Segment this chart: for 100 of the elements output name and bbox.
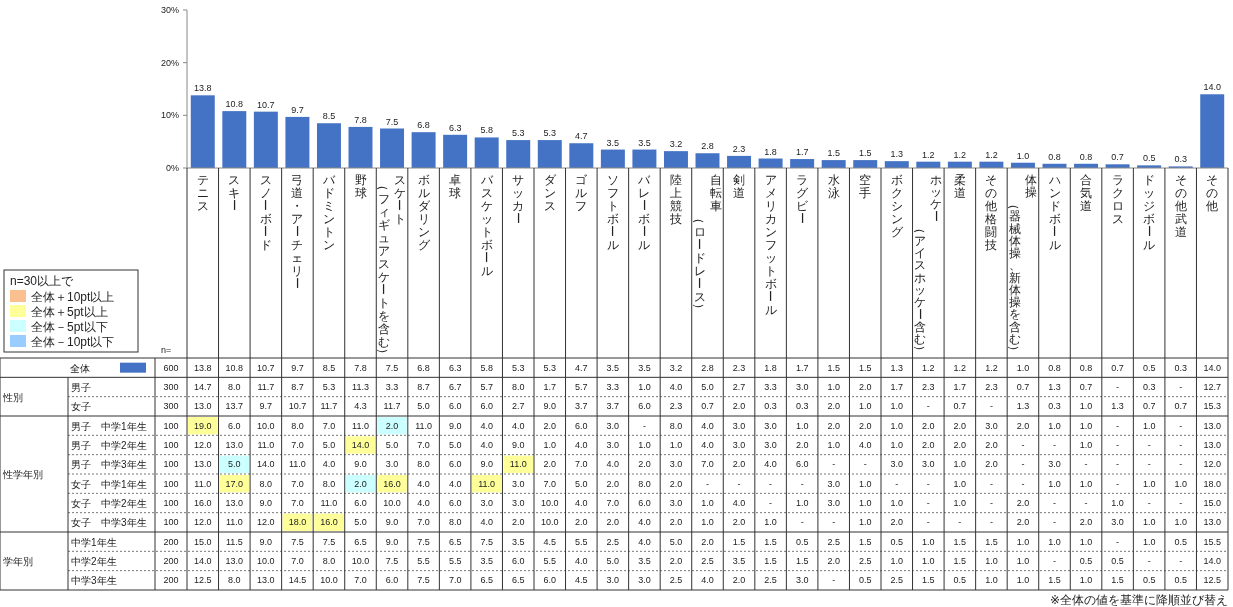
- data-label: 9.0: [385, 517, 399, 528]
- data-label: 0.7: [701, 401, 714, 412]
- data-label: 1.0: [1142, 478, 1156, 489]
- data-label: 2.3: [922, 382, 935, 392]
- data-label: 1.0: [1174, 517, 1187, 528]
- data-label: 13.7: [225, 401, 244, 412]
- data-label: 4.0: [858, 440, 872, 450]
- data-label: 5.0: [606, 556, 620, 566]
- data-label: 10.7: [257, 362, 275, 373]
- category-label: 自転車（ロードレース）: [691, 172, 722, 315]
- data-label: 3.0: [795, 382, 809, 392]
- data-label: 3.0: [1048, 459, 1061, 470]
- data-label: 6.0: [354, 498, 367, 508]
- data-label: 1.0: [1016, 362, 1030, 373]
- data-label: 7.0: [291, 556, 304, 566]
- text: n=: [161, 345, 172, 355]
- data-label: 1.0: [1079, 401, 1093, 412]
- data-label: 9.0: [259, 536, 273, 547]
- data-label: 3.0: [480, 498, 493, 508]
- data-label: 16.0: [383, 478, 401, 489]
- data-label: 7.5: [417, 536, 430, 547]
- data-label: 1.0: [701, 517, 714, 528]
- data-label: 1.5: [858, 148, 872, 159]
- data-label: 1.0: [922, 536, 935, 547]
- data-label: 1.0: [1079, 536, 1093, 547]
- data-label: 3.2: [669, 362, 683, 373]
- y2-tick-label: 100: [163, 459, 179, 470]
- x-tick-label: スキー: [226, 172, 241, 211]
- y-tick-label: 女子: [71, 401, 91, 413]
- data-label: 1.7: [795, 147, 809, 158]
- data-label: 6.0: [480, 401, 493, 412]
- data-label: 1.0: [1016, 536, 1030, 547]
- y2-tick-label: 200: [163, 556, 179, 566]
- data-label: 14.0: [351, 440, 370, 450]
- data-label: 1.2: [985, 362, 998, 373]
- data-label: 1.0: [953, 498, 967, 508]
- data-label: 9.7: [291, 104, 304, 115]
- data-label: 8.0: [259, 478, 273, 489]
- data-label: 1.3: [890, 362, 904, 373]
- data-label: 6.5: [354, 536, 367, 547]
- data-label: 0.5: [1142, 575, 1156, 586]
- data-label: 11.0: [257, 440, 275, 450]
- data-label: 1.5: [827, 362, 840, 373]
- x-tick-label: 水泳: [827, 172, 840, 200]
- data-label: 5.0: [448, 440, 462, 450]
- data-label: 0.8: [1079, 362, 1093, 373]
- data-label: 6.0: [543, 575, 557, 586]
- text: -: [1021, 459, 1025, 470]
- text: -: [1053, 517, 1056, 528]
- text: -: [1053, 498, 1056, 508]
- data-label: 0.7: [1016, 382, 1030, 392]
- text: -: [642, 420, 646, 431]
- text: -: [1116, 536, 1120, 547]
- data-label: 5.0: [354, 517, 367, 528]
- data-label: 0.7: [953, 401, 967, 412]
- data-label: 2.3: [669, 401, 683, 412]
- text: 学年別: [3, 556, 33, 567]
- data-label: 7.0: [291, 440, 304, 450]
- data-label: 5.5: [448, 556, 462, 566]
- x-tick-label: バレーボール: [636, 172, 652, 252]
- data-label: 12.0: [194, 517, 212, 528]
- data-label: 8.5: [322, 111, 336, 122]
- y2-tick-label: 100: [163, 498, 179, 508]
- data-label: 11.5: [225, 536, 243, 547]
- data-label: 1.5: [985, 536, 998, 547]
- data-label: 1.0: [1142, 420, 1156, 431]
- text: -: [1053, 440, 1056, 450]
- data-label: 7.0: [291, 478, 304, 489]
- data-label: 2.0: [953, 420, 967, 431]
- data-label: 14.0: [257, 459, 275, 470]
- data-label: 1.5: [1048, 575, 1061, 586]
- data-label: 7.0: [448, 575, 462, 586]
- data-label: 2.0: [385, 420, 399, 431]
- data-label: 6.0: [448, 498, 462, 508]
- text: -: [1179, 382, 1183, 392]
- x-tick-label: 陸上競技: [668, 172, 682, 226]
- text: 性別: [2, 391, 23, 403]
- data-label: 13.0: [1203, 517, 1221, 528]
- data-label: 15.0: [194, 536, 212, 547]
- y-tick-label: 中学2年生: [71, 556, 117, 567]
- data-label: 9.0: [385, 536, 399, 547]
- data-label: 1.5: [795, 556, 809, 566]
- data-label: 3.0: [985, 420, 998, 431]
- data-label: 0.5: [1174, 575, 1187, 586]
- data-label: 1.0: [701, 498, 714, 508]
- data-label: 0.8: [1079, 151, 1093, 162]
- data-label: 2.3: [732, 362, 746, 373]
- data-label: 1.0: [1111, 498, 1124, 508]
- data-label: 18.0: [1203, 478, 1221, 489]
- data-label: 11.0: [352, 420, 369, 431]
- data-label: 2.0: [827, 556, 840, 566]
- data-label: 2.5: [606, 536, 620, 547]
- data-label: 3.5: [638, 362, 651, 373]
- data-label: 1.0: [858, 401, 872, 412]
- text: -: [1053, 556, 1056, 566]
- data-label: 10.0: [257, 420, 275, 431]
- data-label: 9.0: [448, 420, 462, 431]
- data-label: 3.0: [827, 478, 840, 489]
- data-label: 1.3: [890, 149, 904, 160]
- data-label: 3.5: [638, 137, 651, 148]
